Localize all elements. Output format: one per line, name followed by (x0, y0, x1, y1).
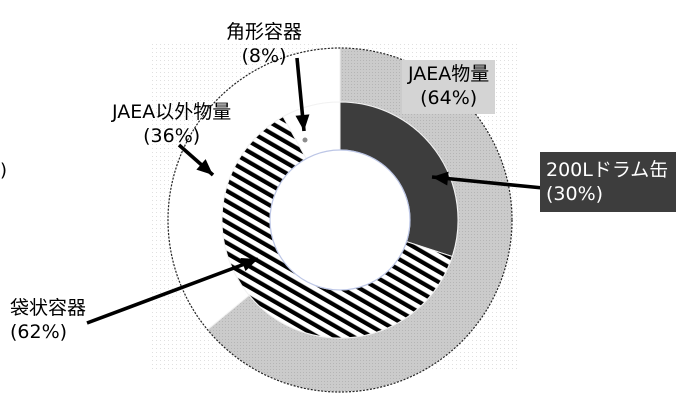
edge-paren-fragment: ) (0, 160, 8, 181)
label-drum-name: 200Lドラム缶 (546, 159, 669, 181)
leader-arrowhead-2 (240, 258, 258, 272)
label-bag-pct: (62%) (10, 321, 68, 343)
label-non-jaea: JAEA以外物量 (36%) (112, 100, 231, 148)
label-jaea: JAEA物量 (64%) (402, 60, 496, 114)
label-square-pct: (8%) (241, 45, 287, 67)
leader-arrowhead-0 (196, 159, 213, 175)
label-nonjaea-name: JAEA以外物量 (112, 101, 232, 123)
label-bag: 袋状容器 (62%) (10, 296, 86, 344)
label-jaea-pct: (64%) (420, 87, 478, 109)
label-drum-pct: (30%) (546, 183, 604, 205)
square-container-marker (302, 137, 308, 143)
leader-line-1 (431, 175, 544, 190)
leader-lines (86, 57, 544, 325)
outer-boundary (167, 47, 513, 393)
leader-arrowhead-3 (295, 114, 310, 131)
leader-arrowhead-1 (432, 171, 449, 186)
label-jaea-name: JAEA物量 (408, 63, 490, 85)
label-bag-name: 袋状容器 (10, 297, 87, 319)
donut-hole (269, 149, 411, 291)
label-square-name: 角形容器 (226, 21, 303, 43)
leader-line-2 (86, 257, 259, 325)
label-square-container: 角形容器 (8%) (226, 20, 302, 68)
label-drum: 200Lドラム缶 (30%) (540, 152, 677, 212)
label-nonjaea-pct: (36%) (143, 125, 201, 147)
